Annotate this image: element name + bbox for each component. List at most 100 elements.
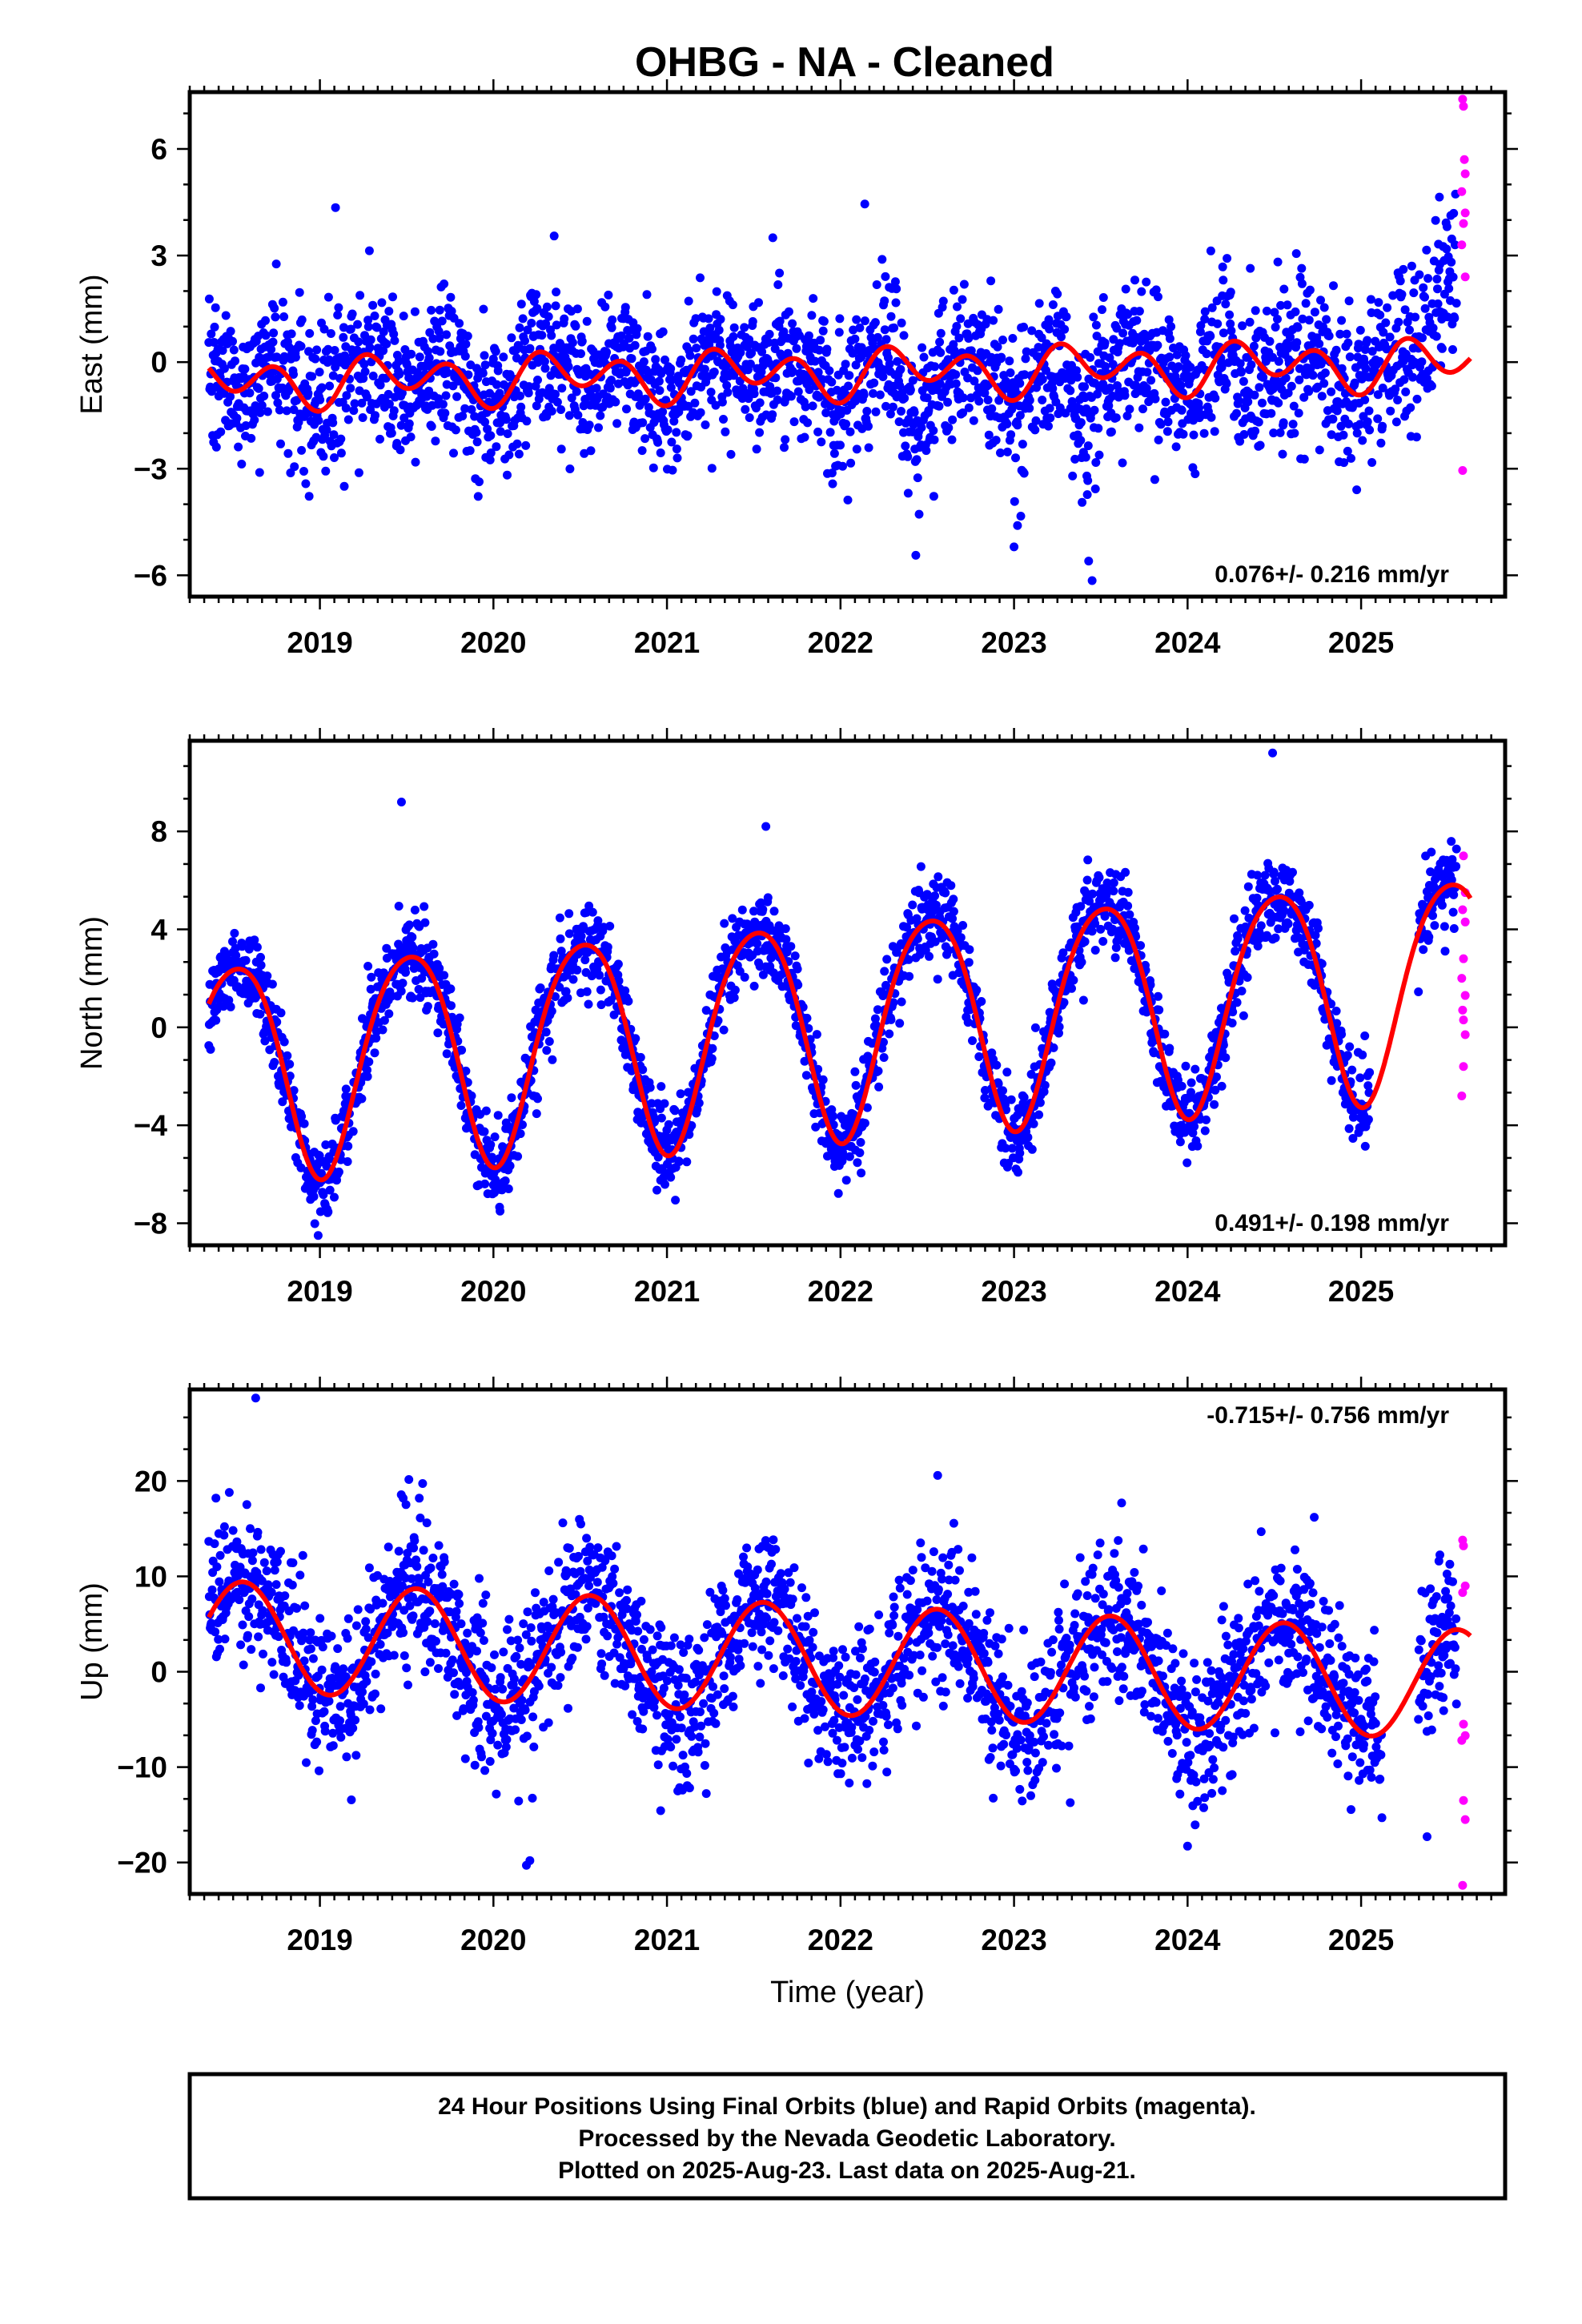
data-point: [1038, 396, 1047, 404]
data-point: [1146, 376, 1156, 385]
data-point: [514, 449, 524, 459]
data-point: [387, 428, 396, 438]
data-point: [427, 305, 436, 315]
data-point: [800, 432, 809, 442]
data-point: [1299, 392, 1309, 402]
data-point: [948, 415, 958, 424]
data-point: [1202, 349, 1211, 359]
data-point: [1054, 1022, 1064, 1031]
data-point: [881, 401, 890, 411]
data-point: [901, 441, 910, 451]
data-point: [588, 907, 597, 917]
data-point: [1112, 324, 1122, 333]
data-point: [648, 463, 658, 472]
data-point: [493, 366, 503, 376]
data-point: [689, 334, 698, 344]
data-point: [1252, 893, 1262, 903]
data-point: [552, 320, 561, 330]
data-point: [941, 888, 950, 898]
data-point: [984, 430, 994, 440]
data-point: [1254, 417, 1263, 427]
data-point: [363, 392, 371, 402]
data-point: [1340, 388, 1350, 398]
data-point: [1343, 338, 1353, 348]
data-point: [331, 203, 340, 212]
data-point: [1379, 328, 1388, 337]
data-point: [1422, 245, 1431, 255]
data-point: [377, 298, 387, 308]
data-point: [1291, 249, 1301, 259]
data-point: [639, 357, 648, 367]
data-point: [420, 918, 430, 927]
model-fit-line: [207, 336, 1472, 414]
data-point: [1013, 521, 1022, 530]
data-point: [773, 395, 782, 404]
data-point: [271, 259, 281, 269]
data-point: [755, 428, 765, 437]
data-point: [363, 316, 373, 325]
data-point: [1294, 408, 1303, 418]
data-point: [1395, 276, 1405, 286]
data-point: [672, 444, 681, 454]
data-point: [1153, 340, 1162, 350]
data-point: [303, 388, 313, 398]
data-point: [1292, 920, 1302, 930]
data-point: [1123, 310, 1133, 320]
data-point: [737, 905, 747, 915]
data-point: [828, 479, 837, 489]
data-point: [1094, 424, 1103, 433]
data-point: [965, 945, 974, 955]
data-point: [384, 400, 394, 408]
data-point: [311, 354, 320, 364]
data-point: [247, 433, 256, 443]
data-point: [921, 446, 931, 456]
data-point: [296, 1163, 306, 1172]
data-point: [857, 352, 866, 362]
data-point: [257, 400, 267, 410]
data-point: [1418, 333, 1427, 343]
data-point: [1212, 1072, 1221, 1082]
data-point: [1019, 1092, 1029, 1102]
data-point: [696, 273, 705, 283]
data-point: [1297, 279, 1307, 288]
data-point: [862, 1103, 872, 1112]
data-point: [1363, 336, 1372, 345]
data-point: [336, 434, 346, 444]
data-point: [812, 1030, 821, 1039]
data-point: [1222, 379, 1231, 388]
data-point: [428, 939, 438, 949]
data-point: [1260, 870, 1270, 880]
rapid-point: [1459, 219, 1468, 228]
data-point: [307, 372, 317, 381]
data-point: [909, 408, 919, 417]
data-point: [943, 397, 953, 407]
data-point: [226, 327, 235, 336]
data-point: [1142, 368, 1152, 377]
data-point: [473, 492, 483, 501]
data-point: [1035, 1098, 1045, 1108]
data-point: [692, 344, 701, 353]
data-point: [287, 329, 296, 339]
data-point: [1223, 254, 1232, 263]
data-point: [1211, 393, 1220, 403]
data-point: [879, 1053, 889, 1062]
data-point: [860, 1119, 869, 1128]
data-point: [211, 303, 220, 312]
data-point: [442, 1049, 452, 1059]
data-point: [1226, 319, 1235, 328]
data-point: [1011, 453, 1020, 463]
data-point: [880, 296, 889, 306]
data-point: [1236, 368, 1246, 377]
data-point: [392, 439, 402, 448]
data-point: [259, 392, 269, 400]
data-point: [822, 344, 832, 354]
data-point: [1013, 420, 1022, 430]
data-point: [1411, 312, 1420, 322]
data-point: [1327, 430, 1336, 440]
data-point: [1258, 398, 1267, 408]
data-point: [438, 400, 448, 409]
data-point: [834, 328, 844, 337]
data-point: [572, 965, 582, 975]
data-point: [297, 1112, 307, 1121]
y-tick-label: −6: [134, 559, 167, 592]
